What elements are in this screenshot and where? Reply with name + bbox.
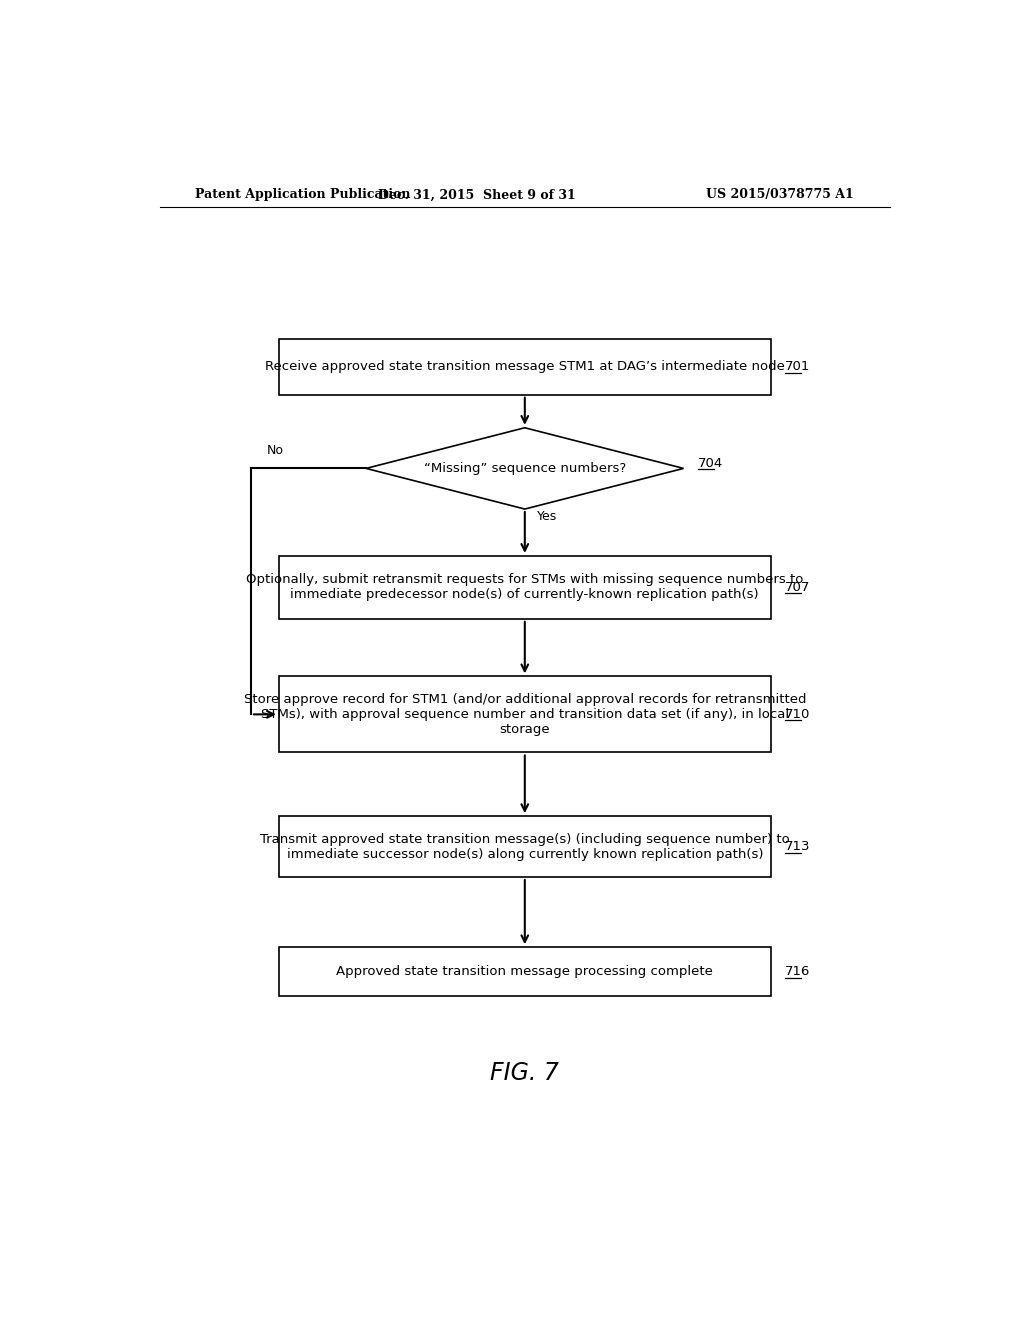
Text: 710: 710 bbox=[785, 708, 810, 721]
Text: Optionally, submit retransmit requests for STMs with missing sequence numbers to: Optionally, submit retransmit requests f… bbox=[246, 573, 804, 602]
Polygon shape bbox=[367, 428, 684, 510]
Text: Patent Application Publication: Patent Application Publication bbox=[196, 189, 411, 202]
Text: Store approve record for STM1 (and/or additional approval records for retransmit: Store approve record for STM1 (and/or ad… bbox=[244, 693, 806, 735]
Text: Approved state transition message processing complete: Approved state transition message proces… bbox=[336, 965, 714, 978]
Text: Receive approved state transition message STM1 at DAG’s intermediate node: Receive approved state transition messag… bbox=[265, 360, 784, 374]
FancyBboxPatch shape bbox=[279, 556, 771, 619]
Text: 707: 707 bbox=[785, 581, 810, 594]
Text: Transmit approved state transition message(s) (including sequence number) to
imm: Transmit approved state transition messa… bbox=[260, 833, 790, 861]
Text: 704: 704 bbox=[697, 457, 723, 470]
Text: FIG. 7: FIG. 7 bbox=[490, 1061, 559, 1085]
FancyBboxPatch shape bbox=[279, 339, 771, 395]
Text: US 2015/0378775 A1: US 2015/0378775 A1 bbox=[707, 189, 854, 202]
Text: 713: 713 bbox=[785, 840, 811, 853]
Text: No: No bbox=[267, 444, 284, 457]
Text: Yes: Yes bbox=[537, 510, 557, 523]
FancyBboxPatch shape bbox=[279, 948, 771, 995]
FancyBboxPatch shape bbox=[279, 816, 771, 876]
Text: 716: 716 bbox=[785, 965, 810, 978]
FancyBboxPatch shape bbox=[279, 676, 771, 752]
Text: 701: 701 bbox=[785, 360, 810, 374]
Text: “Missing” sequence numbers?: “Missing” sequence numbers? bbox=[424, 462, 626, 475]
Text: Dec. 31, 2015  Sheet 9 of 31: Dec. 31, 2015 Sheet 9 of 31 bbox=[378, 189, 577, 202]
